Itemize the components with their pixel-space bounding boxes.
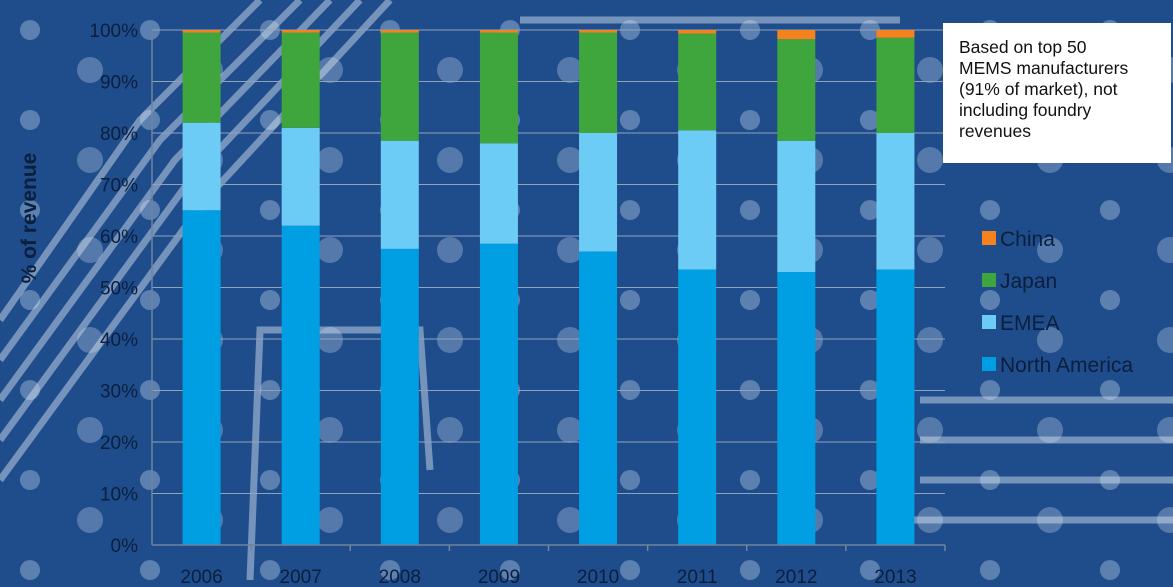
- y-tick-label: 0%: [111, 536, 139, 557]
- bar-segment-japan-2009: [479, 32, 518, 144]
- note-box: Based on top 50 MEMS manufacturers (91% …: [943, 23, 1171, 163]
- y-tick-label: 100%: [89, 21, 138, 42]
- bar-segment-emea-2006: [182, 122, 221, 211]
- x-tick-label: 2007: [280, 567, 322, 587]
- x-tick-label: 2012: [775, 567, 817, 587]
- bar-segment-china-2011: [678, 30, 717, 34]
- x-tick-label: 2013: [874, 567, 916, 587]
- y-tick-label: 30%: [100, 382, 138, 403]
- circuit-trace: [246, 326, 434, 581]
- bar-segment-japan-2012: [777, 39, 816, 141]
- legend-swatch: [982, 357, 996, 371]
- bar-segment-emea-2008: [380, 140, 419, 249]
- bar-segment-japan-2008: [380, 32, 419, 141]
- bar-segment-north-america-2010: [579, 251, 618, 545]
- legend: China Japan EMEA North America: [982, 228, 1133, 377]
- y-tick-label: 50%: [100, 279, 138, 300]
- bars: [182, 30, 915, 545]
- bar-segment-china-2007: [281, 30, 320, 33]
- legend-label: North America: [1000, 354, 1133, 377]
- circuit-trace: [0, 0, 333, 403]
- legend-label: Japan: [1000, 270, 1057, 293]
- x-tick-label: 2009: [478, 567, 520, 587]
- axes: [151, 30, 946, 551]
- y-tick-label: 80%: [100, 124, 138, 145]
- legend-label: China: [1000, 228, 1055, 251]
- bar-segment-emea-2009: [479, 143, 518, 244]
- y-axis-label: % of revenue: [18, 153, 41, 284]
- bar-segment-china-2008: [380, 30, 419, 33]
- bar-segment-emea-2010: [579, 133, 618, 252]
- circuit-trace: [0, 0, 303, 363]
- bar-segment-emea-2013: [876, 133, 915, 270]
- bar-segment-emea-2007: [281, 127, 320, 226]
- bar-segment-emea-2011: [678, 130, 717, 270]
- y-tick-label: 70%: [100, 176, 138, 197]
- bar-segment-north-america-2008: [380, 248, 419, 545]
- x-tick-label: 2006: [180, 567, 222, 587]
- bar-segment-north-america-2011: [678, 269, 717, 545]
- bar-segment-japan-2006: [182, 32, 221, 123]
- y-tick-label: 90%: [100, 73, 138, 94]
- bar-segment-north-america-2012: [777, 272, 816, 545]
- x-tick-label: 2010: [577, 567, 619, 587]
- bar-segment-japan-2011: [678, 33, 717, 131]
- y-tick-label: 40%: [100, 330, 138, 351]
- bar-segment-china-2012: [777, 30, 816, 40]
- bar-segment-north-america-2009: [479, 243, 518, 545]
- bar-segment-china-2013: [876, 30, 915, 38]
- legend-swatch: [982, 273, 996, 287]
- x-tick-label: 2008: [379, 567, 421, 587]
- y-tick-label: 60%: [100, 227, 138, 248]
- y-tick-label: 10%: [100, 485, 138, 506]
- bar-segment-china-2006: [182, 30, 221, 33]
- x-tick-label: 2011: [677, 567, 718, 587]
- bar-segment-china-2009: [479, 30, 518, 33]
- bar-segment-north-america-2007: [281, 225, 320, 545]
- bar-segment-china-2010: [579, 30, 618, 33]
- bar-segment-emea-2012: [777, 140, 816, 273]
- legend-label: EMEA: [1000, 312, 1060, 335]
- bar-segment-japan-2010: [579, 32, 618, 134]
- bar-segment-japan-2013: [876, 37, 915, 133]
- y-tick-labels: 0% 10% 20% 30% 40% 50% 60% 70% 80% 90% 100%: [89, 21, 138, 557]
- bar-segment-north-america-2013: [876, 269, 915, 545]
- y-tick-label: 20%: [100, 433, 138, 454]
- legend-swatch: [982, 231, 996, 245]
- bar-segment-japan-2007: [281, 32, 320, 128]
- bar-segment-north-america-2006: [182, 210, 221, 545]
- legend-swatch: [982, 315, 996, 329]
- x-tick-labels: 2006 2007 2008 2009 2010 2011 2012 2013: [180, 567, 916, 587]
